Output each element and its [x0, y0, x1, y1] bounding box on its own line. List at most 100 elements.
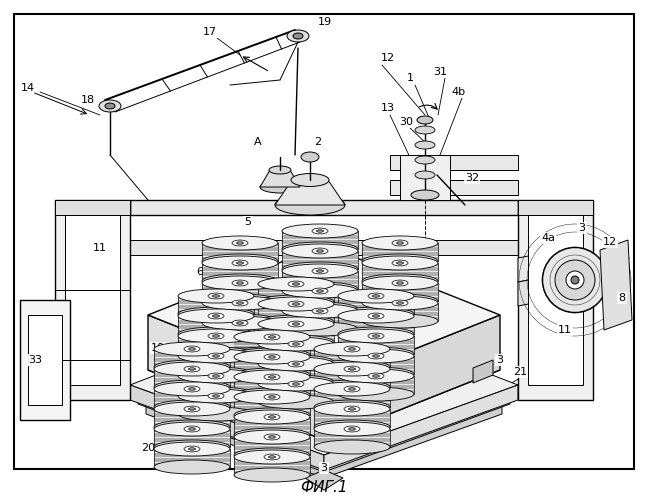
- Ellipse shape: [213, 294, 220, 298]
- Bar: [20, 300, 70, 420]
- Text: 32: 32: [465, 173, 479, 183]
- Polygon shape: [148, 245, 500, 385]
- Polygon shape: [234, 417, 310, 435]
- Ellipse shape: [184, 446, 200, 452]
- Text: 10: 10: [151, 343, 165, 353]
- Ellipse shape: [234, 388, 310, 402]
- Ellipse shape: [258, 395, 334, 409]
- Polygon shape: [338, 296, 414, 314]
- Ellipse shape: [202, 256, 278, 270]
- Ellipse shape: [105, 103, 115, 109]
- Text: 13: 13: [381, 103, 395, 113]
- Polygon shape: [155, 360, 175, 383]
- Ellipse shape: [234, 350, 310, 364]
- Ellipse shape: [282, 322, 358, 336]
- Ellipse shape: [232, 260, 248, 266]
- Polygon shape: [518, 200, 593, 215]
- Ellipse shape: [312, 228, 328, 234]
- Ellipse shape: [237, 282, 244, 284]
- Ellipse shape: [202, 254, 278, 268]
- Text: 30: 30: [399, 117, 413, 127]
- Ellipse shape: [362, 276, 438, 290]
- Polygon shape: [518, 200, 593, 400]
- Ellipse shape: [232, 320, 248, 326]
- Ellipse shape: [338, 327, 414, 341]
- Ellipse shape: [373, 334, 380, 338]
- Ellipse shape: [317, 250, 323, 252]
- Ellipse shape: [293, 362, 299, 366]
- Ellipse shape: [213, 394, 220, 398]
- Polygon shape: [390, 180, 518, 195]
- Ellipse shape: [373, 354, 380, 358]
- Ellipse shape: [202, 236, 278, 250]
- Polygon shape: [324, 392, 510, 472]
- Ellipse shape: [344, 366, 360, 372]
- Bar: [28, 315, 62, 405]
- Polygon shape: [130, 385, 324, 470]
- Text: 5: 5: [327, 230, 334, 240]
- Polygon shape: [282, 291, 358, 309]
- Ellipse shape: [258, 297, 334, 311]
- Ellipse shape: [234, 448, 310, 462]
- Ellipse shape: [415, 141, 435, 149]
- Polygon shape: [130, 310, 518, 455]
- Ellipse shape: [312, 248, 328, 254]
- Ellipse shape: [282, 242, 358, 256]
- Ellipse shape: [213, 314, 220, 318]
- Ellipse shape: [344, 406, 360, 412]
- Polygon shape: [130, 240, 518, 255]
- Ellipse shape: [234, 428, 310, 442]
- Polygon shape: [400, 155, 450, 200]
- Ellipse shape: [338, 289, 414, 303]
- Polygon shape: [130, 200, 518, 215]
- Ellipse shape: [362, 314, 438, 328]
- Text: 3: 3: [579, 223, 586, 233]
- Text: 5: 5: [244, 217, 251, 227]
- Ellipse shape: [349, 388, 355, 390]
- Polygon shape: [148, 315, 324, 440]
- Text: ФИГ.1: ФИГ.1: [300, 480, 348, 496]
- Polygon shape: [338, 376, 414, 394]
- Ellipse shape: [178, 369, 254, 383]
- Polygon shape: [314, 349, 390, 367]
- Ellipse shape: [202, 334, 278, 348]
- Text: 12: 12: [603, 237, 617, 247]
- Ellipse shape: [293, 382, 299, 386]
- Ellipse shape: [314, 440, 390, 454]
- Polygon shape: [148, 295, 500, 440]
- Text: 17: 17: [203, 27, 217, 37]
- Ellipse shape: [234, 430, 310, 444]
- Polygon shape: [55, 200, 130, 215]
- Polygon shape: [600, 240, 632, 330]
- Ellipse shape: [392, 280, 408, 286]
- Ellipse shape: [368, 353, 384, 359]
- Ellipse shape: [415, 156, 435, 164]
- Ellipse shape: [189, 428, 196, 430]
- Ellipse shape: [258, 335, 334, 349]
- Ellipse shape: [275, 195, 345, 215]
- Ellipse shape: [237, 242, 244, 244]
- Ellipse shape: [397, 262, 404, 264]
- Ellipse shape: [362, 236, 438, 250]
- Ellipse shape: [232, 300, 248, 306]
- Ellipse shape: [397, 302, 404, 304]
- Polygon shape: [390, 155, 518, 170]
- Polygon shape: [234, 357, 310, 375]
- Ellipse shape: [237, 322, 244, 324]
- Ellipse shape: [189, 348, 196, 350]
- Text: 3: 3: [496, 355, 503, 365]
- Ellipse shape: [288, 301, 304, 307]
- Ellipse shape: [293, 322, 299, 326]
- Ellipse shape: [232, 280, 248, 286]
- Ellipse shape: [288, 321, 304, 327]
- Polygon shape: [258, 304, 334, 322]
- Ellipse shape: [282, 282, 358, 296]
- Ellipse shape: [362, 256, 438, 270]
- Ellipse shape: [397, 242, 404, 244]
- Polygon shape: [314, 409, 390, 427]
- Ellipse shape: [154, 460, 230, 474]
- Text: 14: 14: [21, 83, 35, 93]
- Text: 13: 13: [413, 275, 427, 285]
- Ellipse shape: [282, 244, 358, 258]
- Polygon shape: [154, 449, 230, 467]
